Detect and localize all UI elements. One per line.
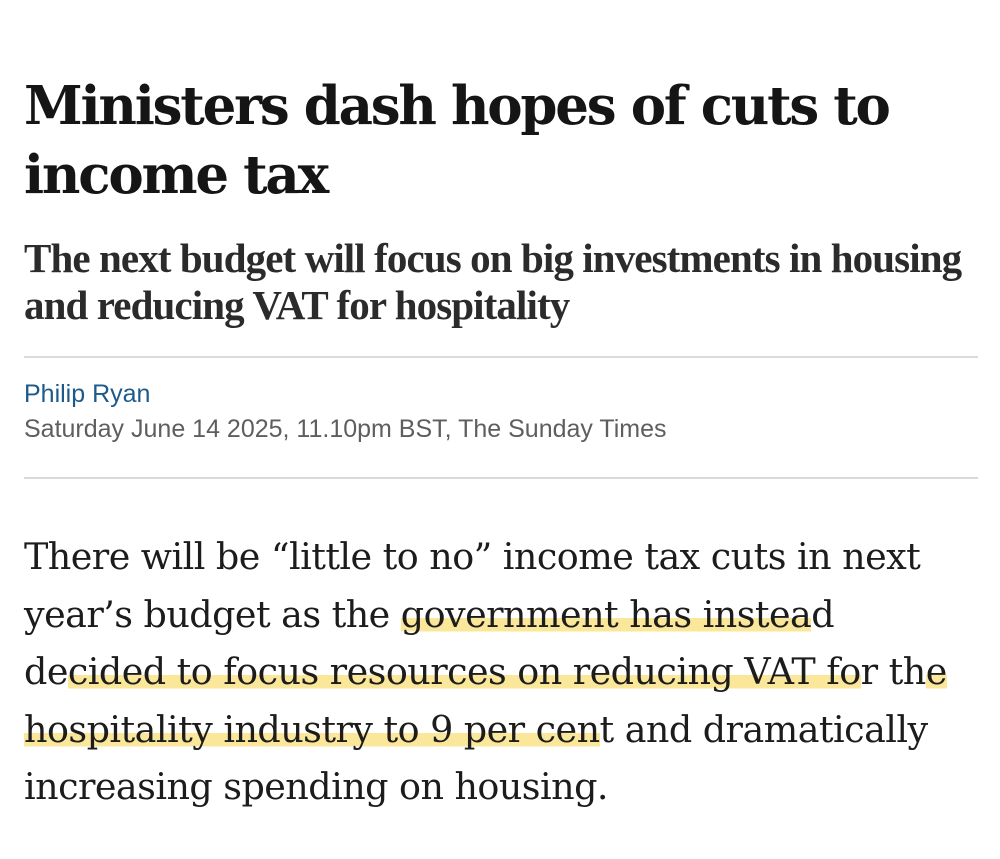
author-link[interactable]: Philip Ryan [24, 380, 151, 408]
divider-top [24, 356, 978, 358]
divider-bottom [24, 477, 978, 479]
highlighted-text: cided to focus resources on reducing VAT… [67, 650, 861, 693]
body-text-segment: r th [860, 650, 927, 693]
body-text-segment: There will be “little to no” income tax … [24, 535, 921, 636]
body-text-segment: t and dramatically increasing spending o… [24, 707, 928, 809]
dateline: Saturday June 14 2025, 11.10pm BST, The … [24, 415, 667, 443]
headline: Ministers dash hopes of cuts to income t… [24, 75, 891, 206]
article-body: There will be “little to no” income tax … [24, 528, 984, 816]
standfirst: The next budget will focus on big invest… [24, 235, 962, 328]
body-text-segment: d de [24, 592, 835, 694]
highlighted-text: government has instea [400, 592, 812, 636]
